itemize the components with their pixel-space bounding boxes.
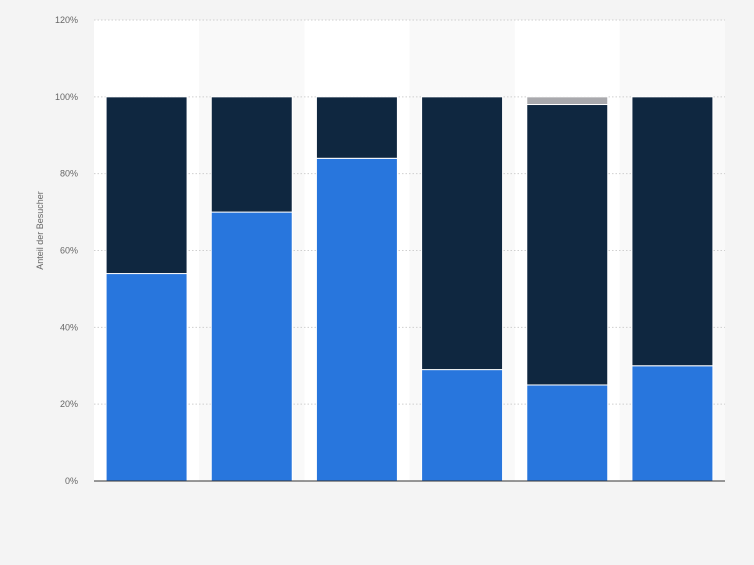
bar-segment-series-2[interactable]: [210, 96, 293, 213]
bar-segment-series-1[interactable]: [105, 273, 188, 482]
bar-segment-series-1[interactable]: [210, 211, 293, 482]
bar-segment-series-1[interactable]: [631, 365, 714, 482]
y-tick-label: 40%: [60, 322, 78, 332]
bar-segment-series-1[interactable]: [526, 384, 609, 482]
bar-segment-series-1[interactable]: [315, 157, 398, 482]
bar-segment-series-3[interactable]: [526, 96, 609, 106]
y-axis-title: Anteil der Besucher: [35, 191, 45, 270]
gridlines: [94, 19, 725, 405]
bar-segment-series-2[interactable]: [421, 96, 504, 371]
y-tick-label: 80%: [60, 169, 78, 179]
bars: [105, 96, 714, 482]
y-tick-label: 120%: [55, 15, 78, 25]
y-tick-label: 0%: [65, 476, 78, 486]
bar-segment-series-2[interactable]: [631, 96, 714, 367]
y-axis-tick-labels: 0% 20% 40% 60% 80% 100% 120%: [55, 15, 78, 486]
bar-segment-series-2[interactable]: [105, 96, 188, 275]
y-tick-label: 100%: [55, 92, 78, 102]
bar-segment-series-2[interactable]: [315, 96, 398, 159]
bar-segment-series-1[interactable]: [421, 369, 504, 482]
y-tick-label: 20%: [60, 399, 78, 409]
bar-segment-series-2[interactable]: [526, 104, 609, 386]
y-tick-label: 60%: [60, 246, 78, 256]
